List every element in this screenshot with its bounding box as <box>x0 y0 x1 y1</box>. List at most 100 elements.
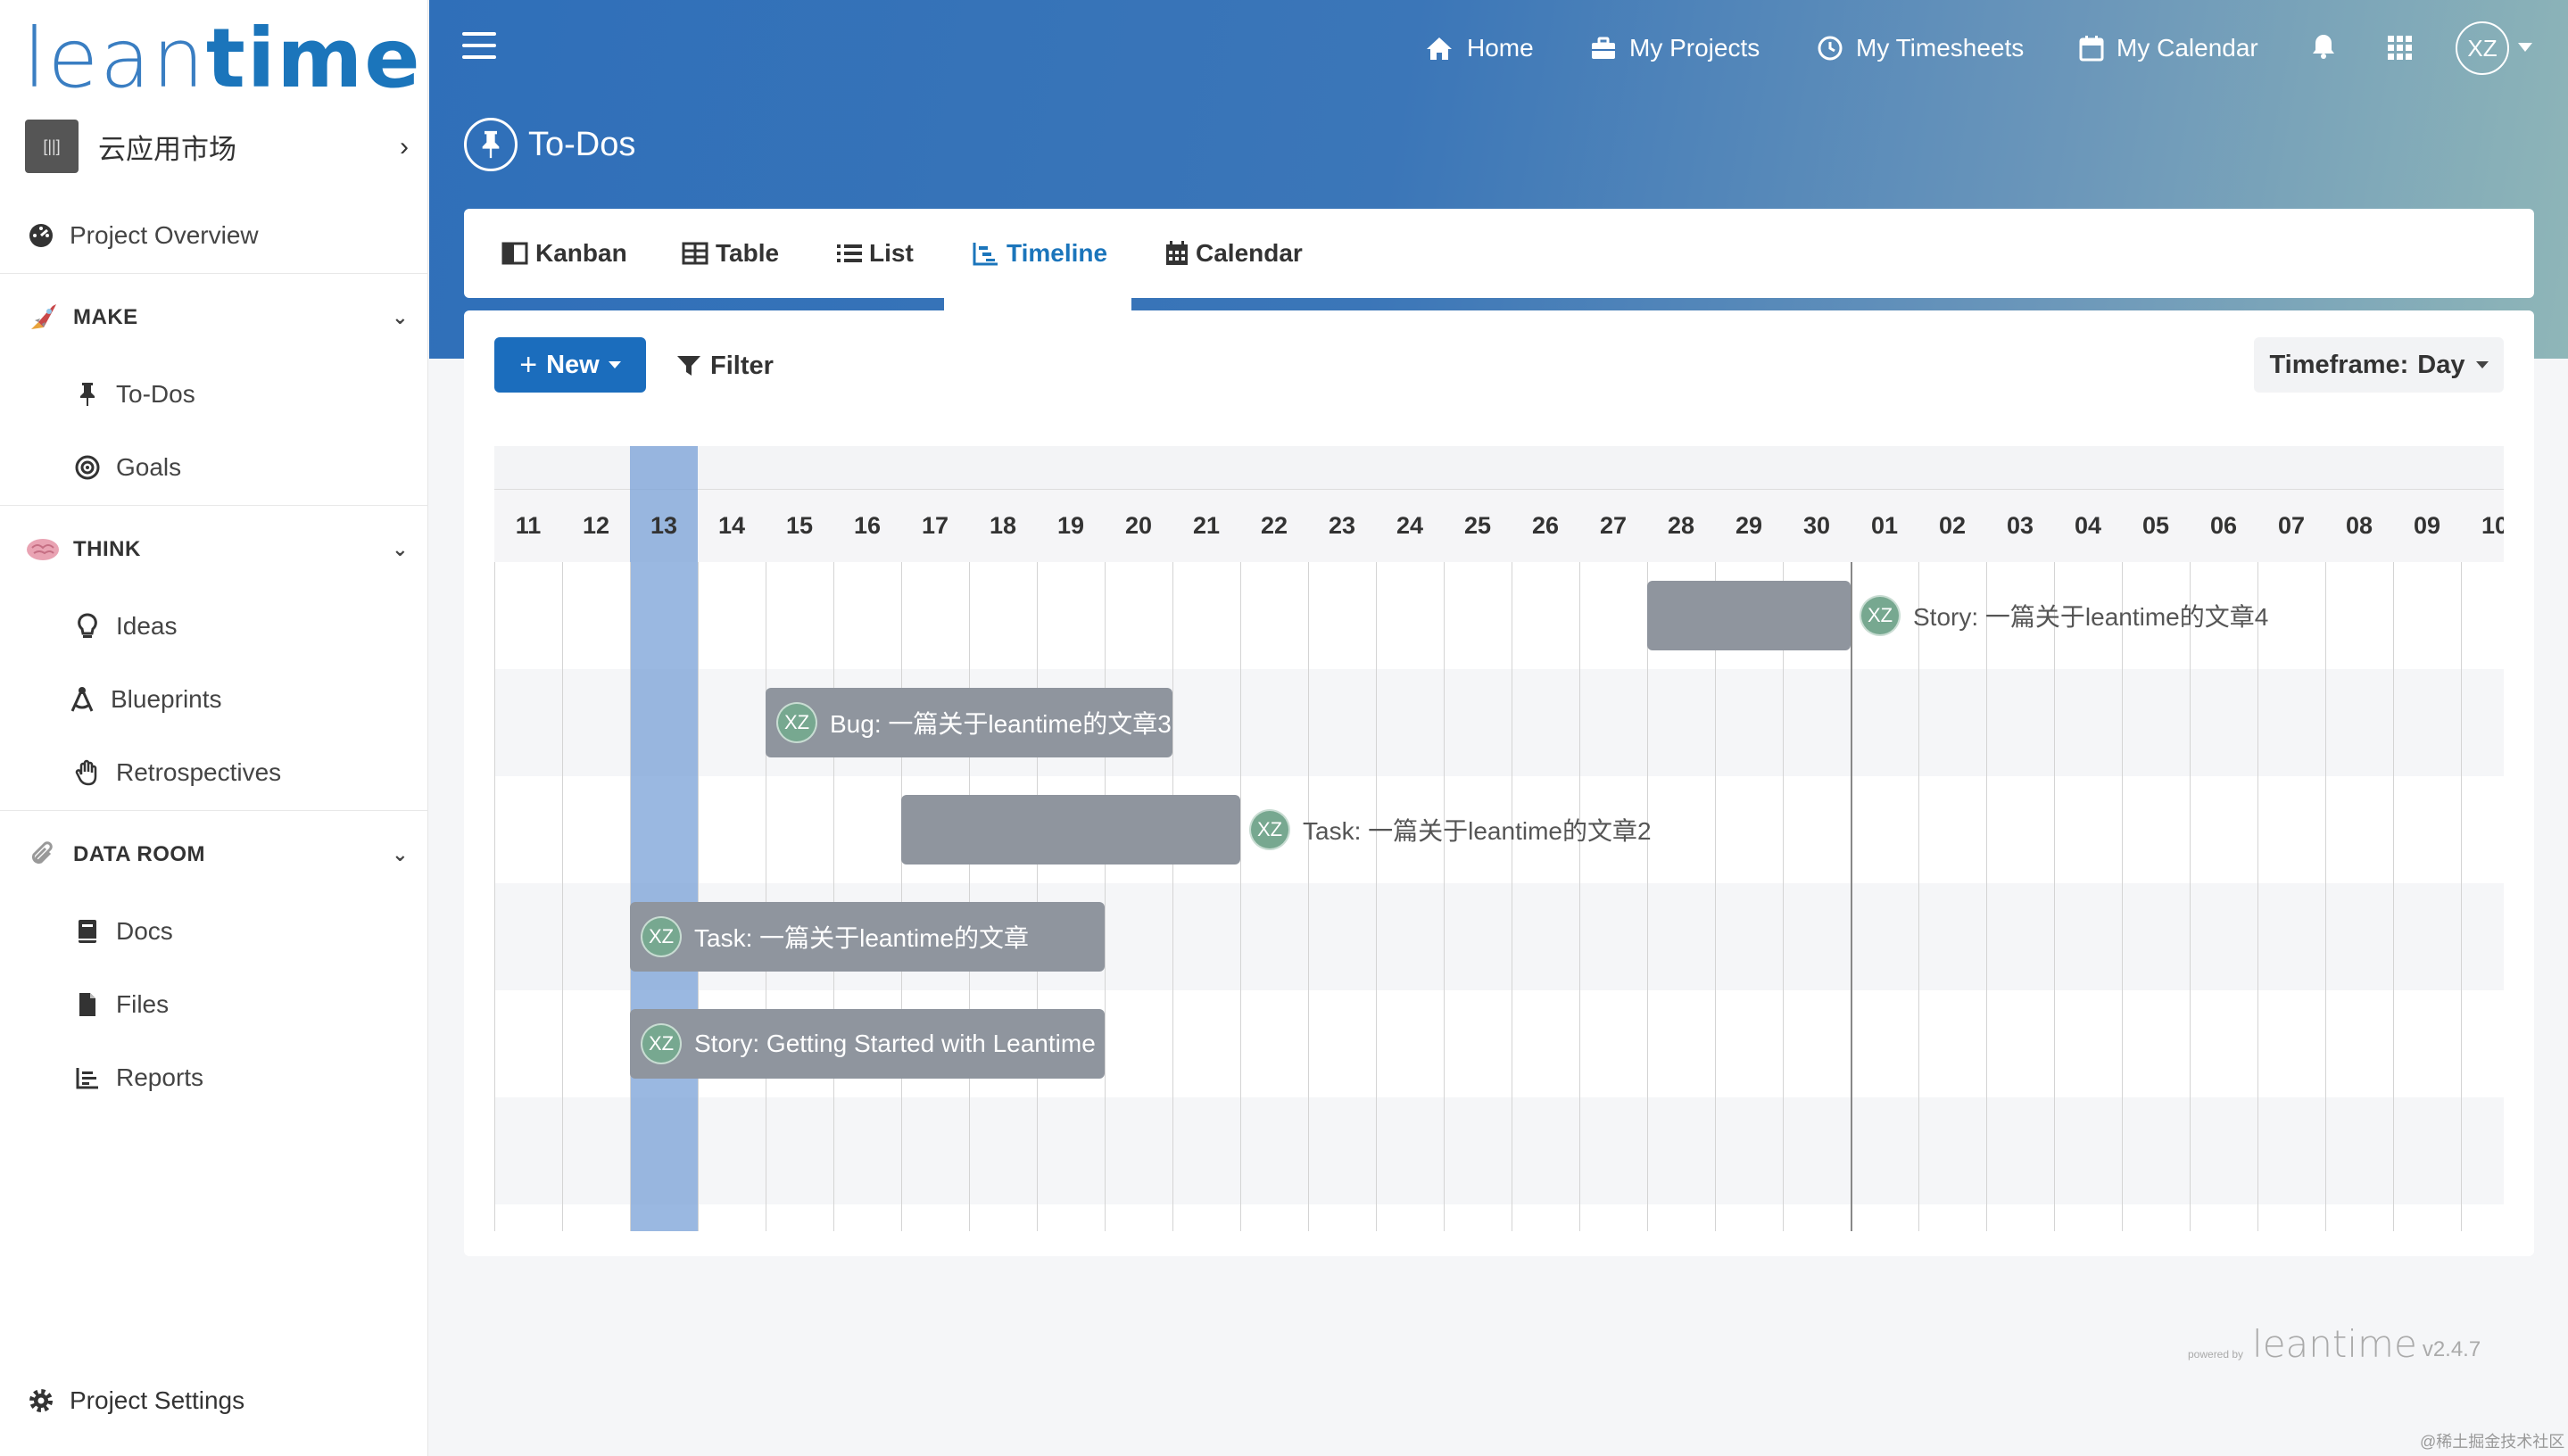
gantt-day-label: 04 <box>2074 511 2102 539</box>
task-bar[interactable] <box>630 902 1105 972</box>
sidebar-item-project-settings[interactable]: Project Settings <box>27 1386 244 1415</box>
apps-grid-icon[interactable] <box>2388 36 2413 65</box>
new-button[interactable]: + New <box>494 337 646 393</box>
nav-my-timesheets[interactable]: My Timesheets <box>1817 27 2024 70</box>
gantt-day-label: 28 <box>1667 511 1695 539</box>
gantt-grid-line <box>1986 562 1987 1231</box>
gantt-grid-line <box>833 562 834 1231</box>
view-tabs <box>464 209 2534 298</box>
gantt-grid-line <box>494 562 495 1231</box>
file-icon <box>71 989 104 1021</box>
sidebar-item-blueprints[interactable]: Blueprints <box>66 683 222 716</box>
user-avatar[interactable]: XZ <box>2456 21 2509 75</box>
task-label[interactable]: XZ Bug: 一篇关于leantime的文章3 <box>776 688 1172 757</box>
gantt-grid-line <box>698 562 699 1231</box>
gantt-grid-line <box>969 562 970 1231</box>
sidebar-item-label: To-Dos <box>116 380 195 408</box>
gantt-grid-line <box>1376 562 1377 1231</box>
menu-toggle-icon[interactable] <box>462 32 496 59</box>
task-label[interactable]: XZ Story: 一篇关于leantime的文章4 <box>1860 581 2268 650</box>
gantt-day-label: 09 <box>2413 511 2441 539</box>
gantt-grid-line <box>1783 562 1784 1231</box>
task-bar[interactable] <box>766 688 1172 757</box>
page-title: To-Dos <box>528 125 636 163</box>
gantt-day-label: 21 <box>1192 511 1221 539</box>
tab-kanban[interactable]: Kanban <box>501 209 627 298</box>
task-bar[interactable] <box>630 1009 1105 1079</box>
task-bar[interactable] <box>901 795 1240 864</box>
leantime-logo[interactable]: leantime <box>23 11 422 106</box>
sidebar-item-goals[interactable]: Goals <box>71 451 181 484</box>
gantt-grid-line <box>1037 562 1038 1231</box>
nav-label: My Calendar <box>2117 34 2258 62</box>
gantt-day-label: 25 <box>1463 511 1492 539</box>
nav-my-projects[interactable]: My Projects <box>1590 27 1760 70</box>
timeframe-value: Day <box>2417 350 2465 379</box>
gantt-chart: 11 12 13 14 15 16 17 18 19 20 21 22 23 24 25 26 27 28 29 30… <box>494 446 2504 1231</box>
gantt-grid-line <box>1105 562 1106 1231</box>
sidebar-item-ideas[interactable]: Ideas <box>71 610 178 642</box>
task-bar[interactable] <box>1647 581 1851 650</box>
project-avatar: [||] <box>25 120 79 173</box>
gantt-day-label: 18 <box>989 511 1017 539</box>
plus-icon: + <box>519 347 538 382</box>
sidebar-item-label: Goals <box>116 453 182 481</box>
bell-icon[interactable] <box>2311 32 2336 65</box>
sidebar-item-docs[interactable]: Docs <box>71 915 173 947</box>
project-name: 云应用市场 <box>98 133 236 165</box>
nav-home[interactable]: Home <box>1424 27 1534 70</box>
task-label[interactable]: XZ Task: 一篇关于leantime的文章 <box>641 902 1029 972</box>
version-label: v2.4.7 <box>2422 1337 2481 1361</box>
tab-list[interactable]: List <box>837 209 914 298</box>
gantt-day-label: 14 <box>717 511 746 539</box>
task-label[interactable]: XZ Task: 一篇关于leantime的文章2 <box>1249 795 1652 864</box>
gantt-day-label: 26 <box>1531 511 1560 539</box>
chart-bar-icon <box>71 1062 104 1094</box>
home-icon <box>1424 35 1454 62</box>
caret-down-icon[interactable] <box>2518 43 2532 52</box>
sidebar-item-label: Project Settings <box>70 1386 245 1414</box>
sidebar-item-retrospectives[interactable]: Retrospectives <box>71 757 281 789</box>
sidebar-item-project-overview[interactable]: Project Overview <box>25 219 259 252</box>
chevron-right-icon: › <box>400 132 409 161</box>
gantt-grid-line <box>2257 562 2258 1231</box>
gantt-day-label: 17 <box>921 511 949 539</box>
gantt-grid-line <box>1647 562 1648 1231</box>
sidebar-item-files[interactable]: Files <box>71 989 169 1021</box>
gantt-grid-line <box>562 562 563 1231</box>
sidebar-section-data-room[interactable]: DATA ROOM ⌄ <box>25 837 409 873</box>
sidebar-section-think[interactable]: THINK ⌄ <box>25 532 409 567</box>
filter-label: Filter <box>710 351 774 380</box>
tab-table[interactable]: Table <box>682 209 779 298</box>
gantt-day-label: 06 <box>2209 511 2238 539</box>
compass-drafting-icon <box>66 683 98 716</box>
gantt-day-label: 30 <box>1802 511 1831 539</box>
brain-icon <box>25 532 61 567</box>
nav-label: My Projects <box>1629 34 1760 62</box>
filter-icon <box>676 354 701 377</box>
timeframe-label: Timeframe: <box>2269 350 2409 379</box>
sidebar-item-reports[interactable]: Reports <box>71 1062 203 1094</box>
timeframe-dropdown[interactable]: Timeframe: Day <box>2254 337 2504 393</box>
gantt-day-label: 19 <box>1056 511 1085 539</box>
project-selector[interactable]: [||] 云应用市场 › <box>25 120 409 173</box>
gantt-grid-line <box>1444 562 1445 1231</box>
calendar-icon <box>2079 35 2104 62</box>
task-title: Bug: 一篇关于leantime的文章3 <box>830 710 1172 738</box>
gantt-grid-line <box>2190 562 2191 1231</box>
nav-my-calendar[interactable]: My Calendar <box>2079 27 2258 70</box>
watermark: @稀土掘金技术社区 <box>2420 1433 2565 1451</box>
task-title: Story: Getting Started with Leantime <box>694 1030 1096 1057</box>
tab-calendar[interactable]: Calendar <box>1165 209 1303 298</box>
task-label[interactable]: XZ Story: Getting Started with Leantime <box>641 1009 1096 1079</box>
sidebar-section-make[interactable]: MAKE ⌄ <box>25 300 409 335</box>
tab-label: Table <box>716 239 780 267</box>
filter-button[interactable]: Filter <box>676 339 774 393</box>
gantt-day-label: 13 <box>650 511 678 539</box>
tab-timeline[interactable]: Timeline <box>973 209 1108 298</box>
sidebar-item-label: Project Overview <box>70 221 259 249</box>
chevron-down-icon: ⌄ <box>392 843 409 865</box>
task-assignee-avatar: XZ <box>641 916 682 957</box>
sidebar-item-todos[interactable]: To-Dos <box>71 378 195 410</box>
gantt-grid-line <box>901 562 902 1231</box>
